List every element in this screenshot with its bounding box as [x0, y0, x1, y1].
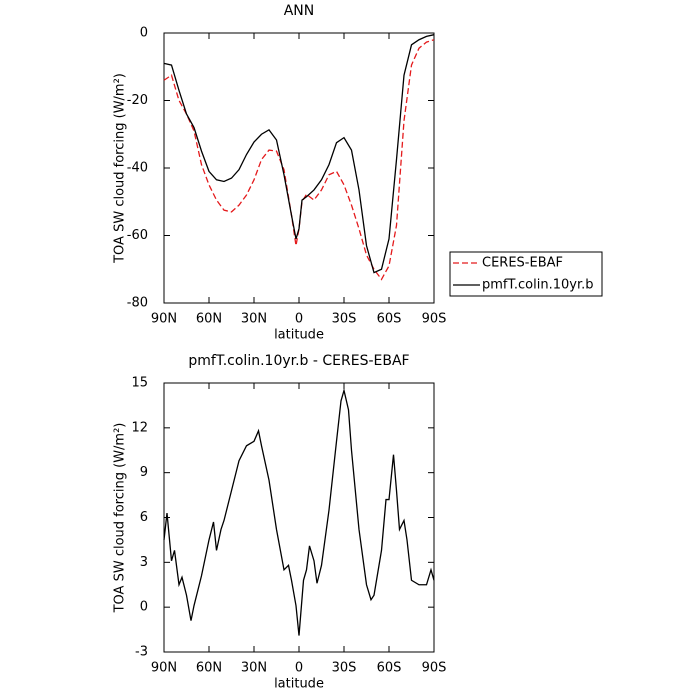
x-tick-label: 30N	[241, 312, 267, 327]
x-tick-label: 0	[295, 312, 303, 327]
y-tick-label: 15	[131, 376, 148, 391]
y-tick-label: 3	[140, 555, 148, 570]
y-tick-label: -80	[127, 296, 148, 311]
chart-title: ANN	[284, 3, 315, 19]
y-tick-label: 0	[140, 26, 148, 41]
data-line	[163, 387, 435, 636]
x-tick-label: 30S	[332, 661, 357, 676]
y-tick-label: -40	[127, 161, 148, 176]
x-axis-label: latitude	[274, 677, 324, 692]
y-tick-label: -60	[127, 228, 148, 243]
x-tick-label: 60N	[196, 312, 222, 327]
y-tick-label: -20	[127, 93, 148, 108]
x-tick-label: 60N	[196, 661, 222, 676]
x-tick-label: 90N	[151, 312, 177, 327]
y-axis-label: TOA SW cloud forcing (W/m²)	[113, 423, 128, 614]
x-axis-label: latitude	[274, 328, 324, 343]
x-tick-label: 90S	[422, 661, 447, 676]
data-line	[163, 34, 435, 274]
x-tick-label: 30S	[332, 312, 357, 327]
legend-label: CERES-EBAF	[482, 256, 563, 271]
plot-frame	[163, 382, 435, 653]
legend-label: pmfT.colin.10yr.b	[482, 278, 594, 293]
y-tick-label: -3	[135, 645, 148, 660]
y-tick-label: 0	[140, 600, 148, 615]
y-tick-label: 6	[140, 510, 148, 525]
x-tick-label: 90N	[151, 661, 177, 676]
x-tick-label: 0	[295, 661, 303, 676]
x-tick-label: 60S	[377, 312, 402, 327]
y-tick-label: 12	[131, 420, 148, 435]
y-tick-label: 9	[140, 465, 148, 480]
x-tick-label: 90S	[422, 312, 447, 327]
x-tick-label: 60S	[377, 661, 402, 676]
plot-frame	[163, 32, 435, 304]
x-tick-label: 30N	[241, 661, 267, 676]
chart-title: pmfT.colin.10yr.b - CERES-EBAF	[188, 353, 409, 369]
data-line	[163, 39, 435, 281]
y-axis-label: TOA SW cloud forcing (W/m²)	[113, 73, 128, 264]
legend-box	[449, 251, 603, 297]
